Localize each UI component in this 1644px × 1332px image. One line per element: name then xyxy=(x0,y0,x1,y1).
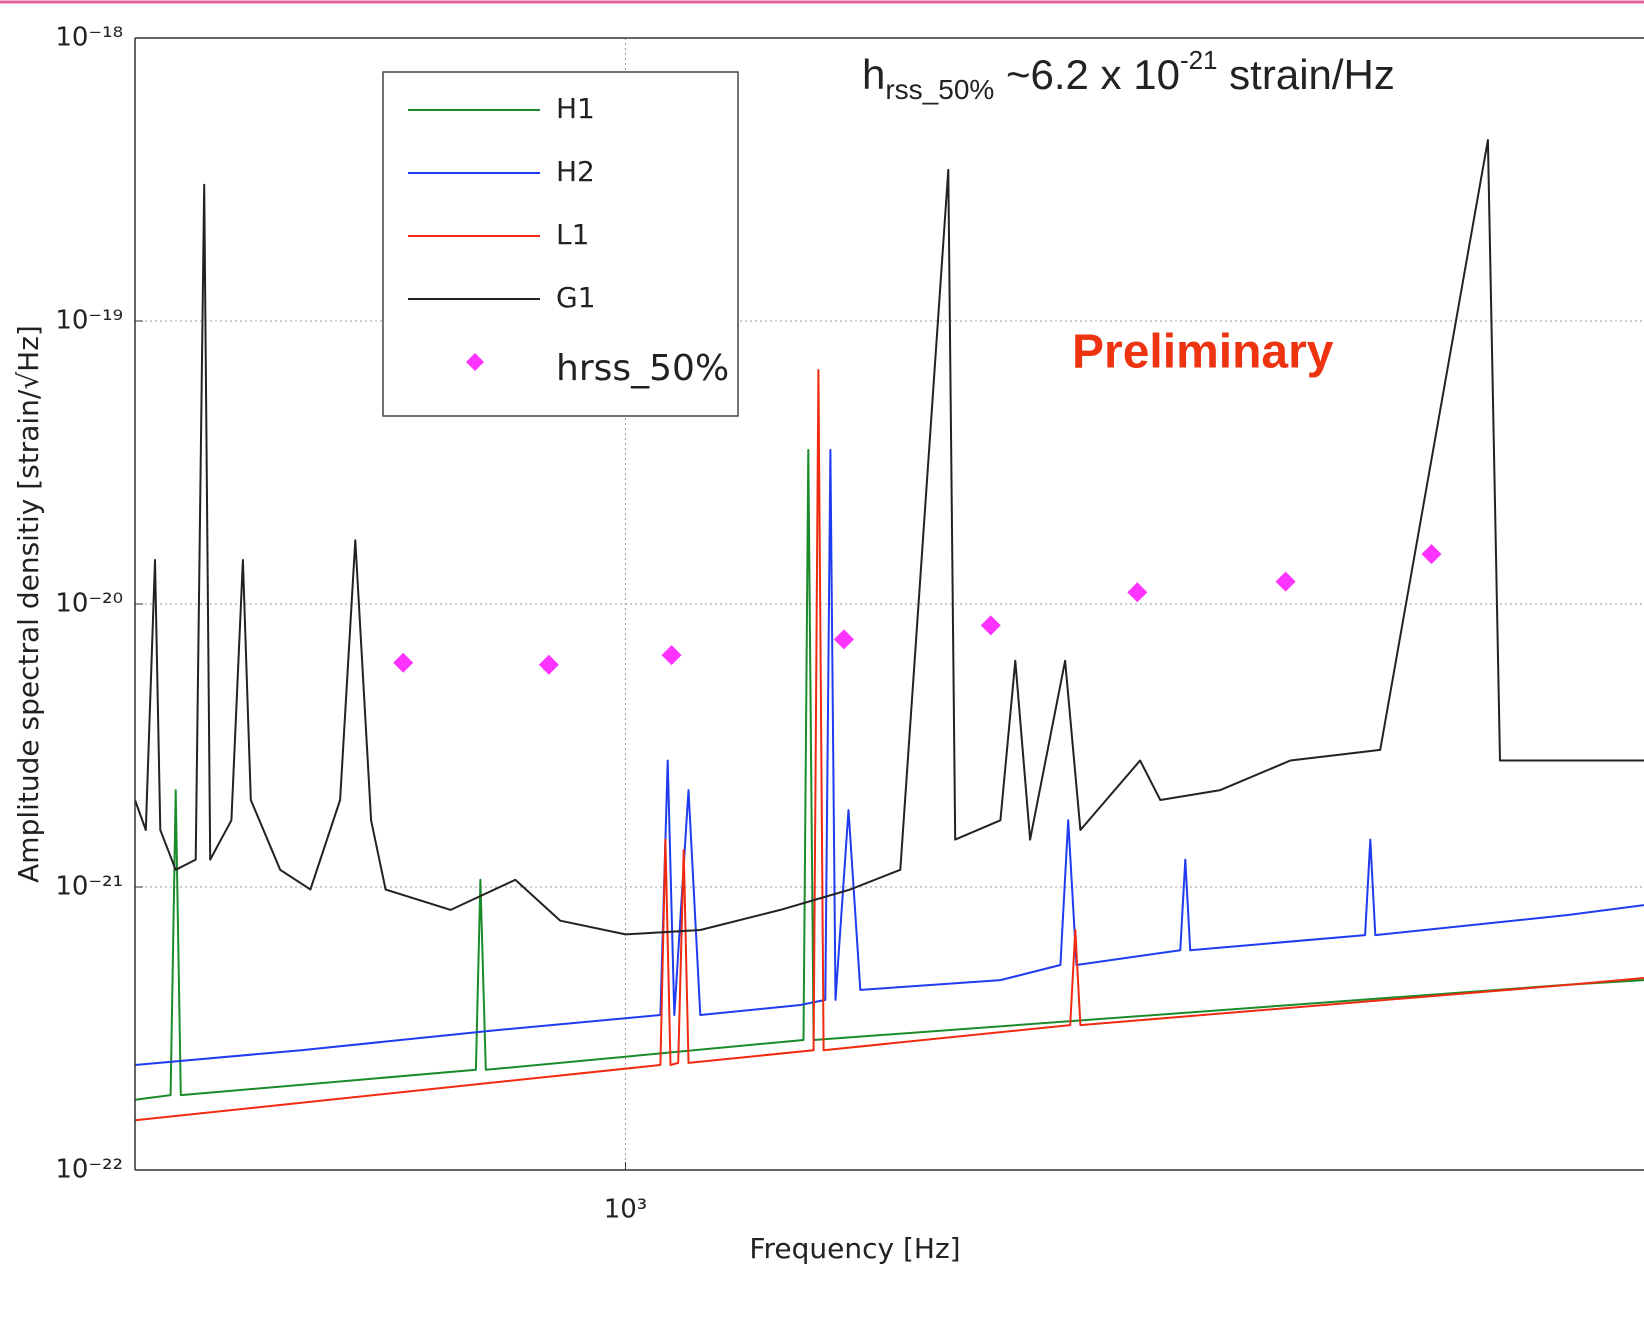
scatter-point xyxy=(661,645,682,666)
annotation-part: h xyxy=(862,51,885,98)
series-line xyxy=(135,369,1644,1122)
scatter-point xyxy=(833,629,854,650)
axes xyxy=(134,37,1644,1171)
legend-label: H2 xyxy=(556,155,595,188)
series-line xyxy=(135,449,1644,1066)
annotation-part: strain/Hz xyxy=(1218,51,1395,98)
legend-label: hrss_50% xyxy=(556,348,729,389)
series-line xyxy=(135,449,1644,1101)
annotation-superscript: -21 xyxy=(1180,45,1218,75)
series-line xyxy=(135,139,1644,936)
y-tick-label: 10⁻²² xyxy=(55,1155,123,1185)
scatter-point xyxy=(393,652,414,673)
y-tick-label: 10⁻²⁰ xyxy=(55,589,123,619)
legend-label: G1 xyxy=(556,281,596,314)
preliminary-label: Preliminary xyxy=(1072,326,1334,379)
legend-label: H1 xyxy=(556,92,595,125)
legend-marker xyxy=(466,353,484,371)
legend-label: L1 xyxy=(556,218,589,251)
scatter-point xyxy=(1127,582,1148,603)
annotation-subscript: rss_50% xyxy=(885,74,994,105)
x-axis-label: Frequency [Hz] xyxy=(749,1232,960,1265)
legend: H1 H2 L1 G1 hrss_50% xyxy=(382,71,739,417)
plot-area xyxy=(135,139,1644,1122)
annotation-part: ~6.2 x 10 xyxy=(994,51,1180,98)
x-tick-label: 10³ xyxy=(604,1195,648,1225)
legend-box xyxy=(382,71,739,417)
y-tick-label: 10⁻¹⁸ xyxy=(55,23,123,53)
y-tick-label: 10⁻¹⁹ xyxy=(55,306,123,336)
scatter-point xyxy=(538,654,559,675)
scatter-point xyxy=(1421,544,1442,565)
y-tick-label: 10⁻²¹ xyxy=(55,872,123,902)
scatter-point xyxy=(980,615,1001,636)
scatter-point xyxy=(1275,571,1296,592)
annotation-background xyxy=(840,44,1644,118)
y-axis-label: Amplitude spectral densitiy [strain/√Hz] xyxy=(12,325,45,883)
annotation: hrss_50% ~6.2 x 10-21 strain/Hz xyxy=(862,45,1395,106)
